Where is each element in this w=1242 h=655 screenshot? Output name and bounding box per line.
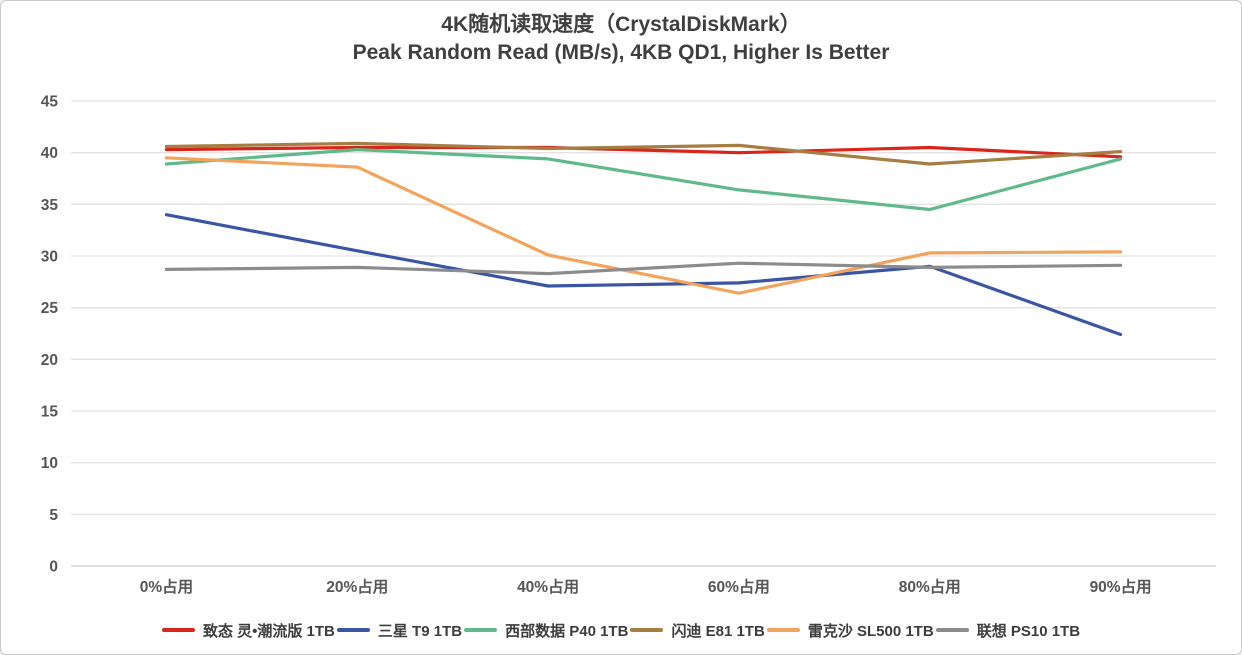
legend-label: 闪迪 E81 1TB [671,622,765,640]
chart-title-block: 4K随机读取速度（CrystalDiskMark） Peak Random Re… [1,11,1241,68]
y-tick-label-45: 45 [41,94,59,111]
chart-subtitle: Peak Random Read (MB/s), 4KB QD1, Higher… [352,41,890,65]
y-tick-label-30: 30 [41,249,58,266]
legend-swatch-icon [630,628,664,632]
legend-swatch-icon [161,628,195,632]
y-tick-label-15: 15 [41,404,59,421]
x-axis-labels: 0%占用 20%占用 40%占用 60%占用 80%占用 90%占用 [140,577,1152,596]
legend-label: 三星 T9 1TB [377,622,463,640]
series-line-2 [164,148,1123,212]
series-line-3 [164,141,1123,166]
y-tick-label-5: 5 [49,507,58,524]
series-line-1 [164,213,1123,337]
legend-label: 西部数据 P40 1TB [505,622,629,640]
x-tick-label-0: 0%占用 [140,577,193,596]
legend-label: 致态 灵•潮流版 1TB [202,622,335,640]
legend-swatch-icon [766,628,800,632]
y-tick-label-35: 35 [41,197,59,214]
legend-label: 雷克沙 SL500 1TB [807,622,934,640]
y-tick-label-40: 40 [41,145,58,162]
y-tick-label-10: 10 [41,455,58,472]
legend-swatch-icon [336,628,370,632]
x-tick-label-3: 60%占用 [708,577,770,596]
chart-title: 4K随机读取速度（CrystalDiskMark） [441,13,801,36]
legend-swatch-icon [935,628,969,632]
series-line-5 [164,261,1123,276]
x-tick-label-2: 40%占用 [517,577,579,596]
chart-legend: 致态 灵•潮流版 1TB 三星 T9 1TB 西部数据 P40 1TB 闪迪 E81 … [1,613,1241,647]
series-line-4 [164,156,1123,295]
x-tick-label-4: 80%占用 [899,577,961,596]
x-tick-label-1: 20%占用 [326,577,388,596]
legend-item-3: 闪迪 E81 1TB [630,620,765,641]
legend-item-4: 雷克沙 SL500 1TB [766,620,934,641]
legend-item-0: 致态 灵•潮流版 1TB [161,620,335,641]
legend-item-1: 三星 T9 1TB [336,620,463,641]
legend-item-5: 联想 PS10 1TB [935,620,1081,641]
legend-item-2: 西部数据 P40 1TB [464,620,628,641]
y-axis-labels: 0 5 10 15 20 25 30 35 40 45 [41,94,59,576]
y-tick-label-0: 0 [49,559,58,576]
y-tick-label-25: 25 [41,300,59,317]
legend-label: 联想 PS10 1TB [976,622,1081,640]
y-tick-label-20: 20 [41,352,58,369]
legend-swatch-icon [464,628,498,632]
grid-lines [71,100,1216,567]
x-tick-label-5: 90%占用 [1090,577,1152,596]
series-line-0 [164,145,1123,159]
